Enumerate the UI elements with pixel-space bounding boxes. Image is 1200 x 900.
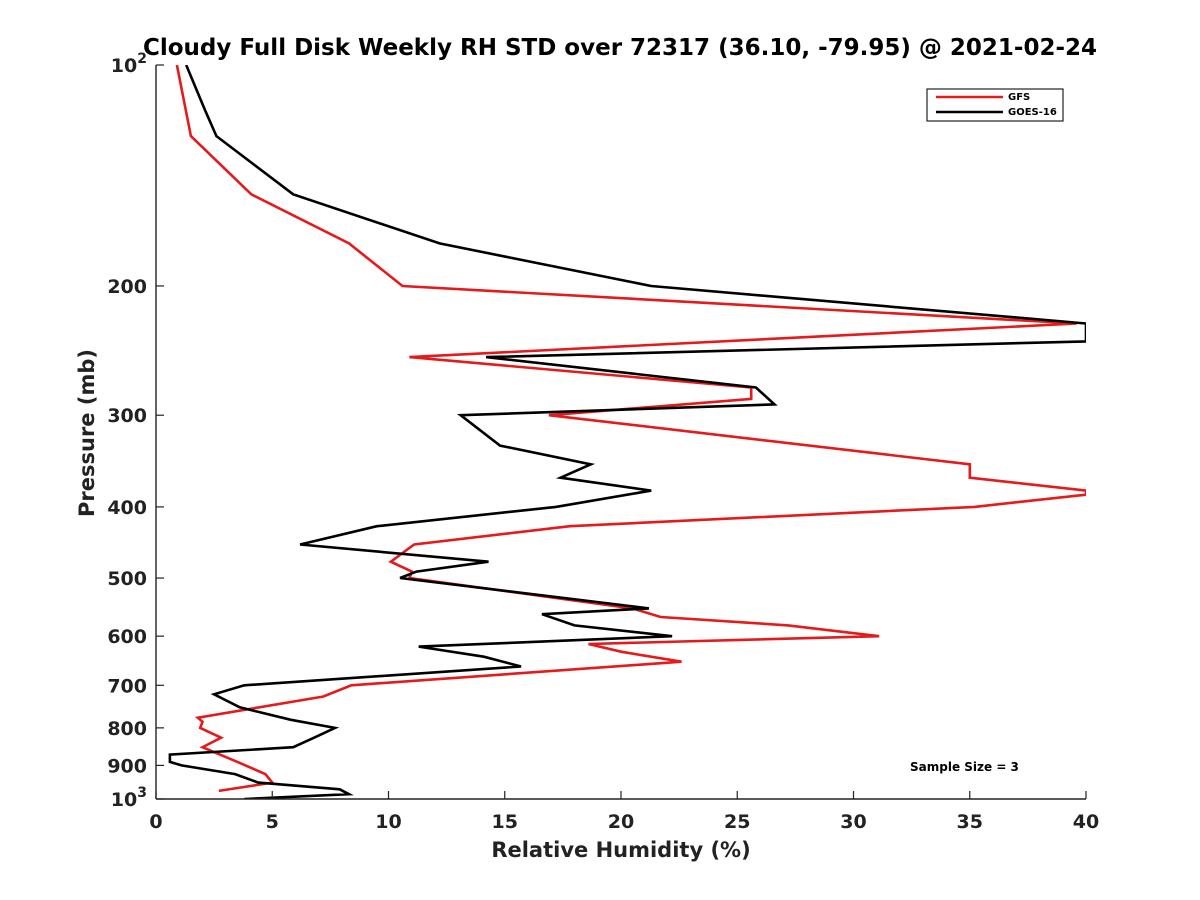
- chart-title: Cloudy Full Disk Weekly RH STD over 7231…: [143, 35, 1097, 61]
- legend-box: [926, 88, 1064, 122]
- plot-area: 0 5 10 15 20 25 30 35 40 102 200 300 400 500 600 700 80…: [107, 51, 1099, 833]
- series-line-goes16: [168, 65, 1086, 799]
- x-tick-label: 40: [1073, 811, 1099, 833]
- legend-label-gfs: GFS: [1008, 92, 1030, 103]
- y-tick-label: 700: [107, 675, 147, 697]
- series-layer: [168, 65, 1086, 799]
- y-tick-label: 102: [111, 51, 147, 77]
- x-ticks: 0 5 10 15 20 25 30 35 40: [149, 791, 1099, 833]
- legend: GFS GOES-16: [926, 88, 1064, 122]
- x-tick-label: 25: [724, 811, 750, 833]
- x-axis-label: Relative Humidity (%): [491, 838, 750, 862]
- x-tick-label: 30: [840, 811, 866, 833]
- y-tick-label: 800: [107, 718, 147, 740]
- legend-label-goes16: GOES-16: [1008, 107, 1057, 118]
- y-ticks: 102 200 300 400 500 600 700 800 900 103: [107, 51, 164, 811]
- y-tick-label: 400: [107, 497, 147, 519]
- y-tick-label: 200: [107, 276, 147, 298]
- x-tick-label: 0: [149, 811, 162, 833]
- y-tick-label: 500: [107, 568, 147, 590]
- y-tick-label: 900: [107, 755, 147, 777]
- sample-size-annotation: Sample Size = 3: [910, 760, 1019, 774]
- x-tick-label: 10: [375, 811, 401, 833]
- y-tick-label: 600: [107, 626, 147, 648]
- x-tick-label: 35: [957, 811, 983, 833]
- series-line-gfs: [175, 65, 1086, 793]
- x-tick-label: 20: [608, 811, 634, 833]
- y-tick-label: 300: [107, 405, 147, 427]
- x-tick-label: 15: [492, 811, 518, 833]
- x-tick-label: 5: [266, 811, 279, 833]
- y-axis-label: Pressure (mb): [75, 349, 99, 517]
- y-tick-label: 103: [111, 785, 147, 811]
